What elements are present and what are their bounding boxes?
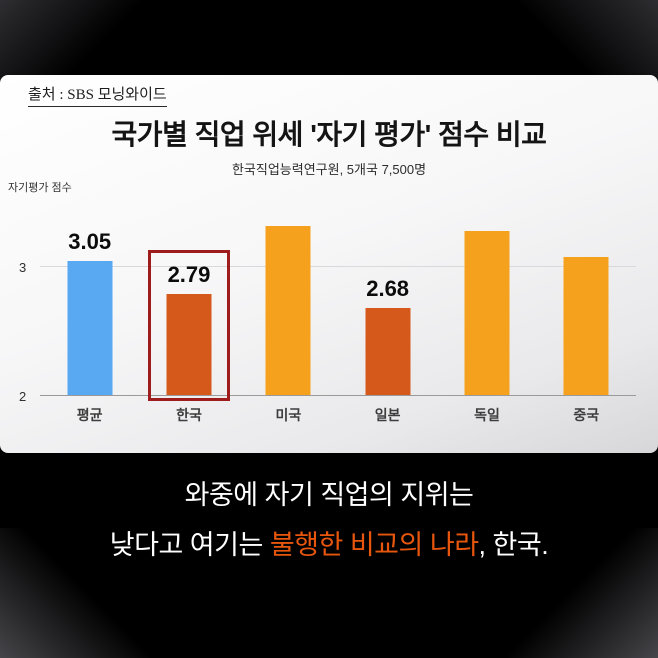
gridline-y3	[40, 266, 636, 267]
highlight-box	[147, 250, 230, 401]
bar-column	[239, 203, 338, 395]
category-label: 평균	[76, 407, 103, 423]
source-label: 출처 : SBS 모닝와이드	[28, 83, 167, 107]
y-tick-3: 3	[19, 260, 27, 275]
chart-panel: 출처 : SBS 모닝와이드 국가별 직업 위세 '자기 평가' 점수 비교 한…	[0, 75, 658, 453]
bar-한국	[166, 294, 212, 395]
bar-column: 2.79	[139, 203, 238, 401]
value-label: 2.68	[366, 276, 410, 301]
category-label: 독일	[474, 407, 500, 423]
letterbox-corner-top-right	[498, 0, 658, 80]
bar-column: 3.05	[40, 203, 139, 395]
category-label: 일본	[374, 407, 401, 423]
bar-column	[537, 203, 636, 395]
bar-중국	[563, 257, 609, 395]
caption: 와중에 자기 직업의 지위는 낮다고 여기는 불행한 비교의 나라, 한국.	[0, 470, 658, 570]
y-tick-2: 2	[19, 389, 27, 404]
bar-column: 2.68	[338, 203, 437, 395]
chart-subtitle: 한국직업능력연구원, 5개국 7,500명	[231, 162, 427, 177]
value-label: 3.05	[68, 229, 112, 254]
category-label: 미국	[275, 407, 302, 423]
caption-line2-highlight: 불행한 비교의 나라	[269, 530, 479, 560]
chart-title: 국가별 직업 위세 '자기 평가' 점수 비교	[111, 119, 547, 150]
bar-chart: 3 2 3.05 2.79 2.68 평균 한국 미국 일본 독일 중국	[19, 203, 636, 425]
value-label: 2.79	[167, 262, 211, 287]
category-label: 한국	[176, 407, 202, 423]
category-label: 중국	[573, 407, 600, 423]
bar-column	[437, 203, 536, 395]
bar-일본	[365, 308, 411, 395]
bar-독일	[464, 231, 510, 395]
bar-미국	[265, 226, 311, 395]
y-axis-label: 자기평가 점수	[8, 182, 72, 194]
plot-area: 3 2 3.05 2.79 2.68	[19, 203, 636, 404]
bar-평균	[67, 261, 113, 395]
caption-line2-pre: 낮다고 여기는	[109, 530, 270, 560]
caption-line2-post: , 한국.	[478, 530, 549, 560]
caption-line-2: 낮다고 여기는 불행한 비교의 나라, 한국.	[0, 520, 658, 570]
letterbox-corner-top-left	[0, 0, 160, 80]
caption-line-1: 와중에 자기 직업의 지위는	[184, 480, 474, 510]
category-labels: 평균 한국 미국 일본 독일 중국	[40, 405, 636, 425]
